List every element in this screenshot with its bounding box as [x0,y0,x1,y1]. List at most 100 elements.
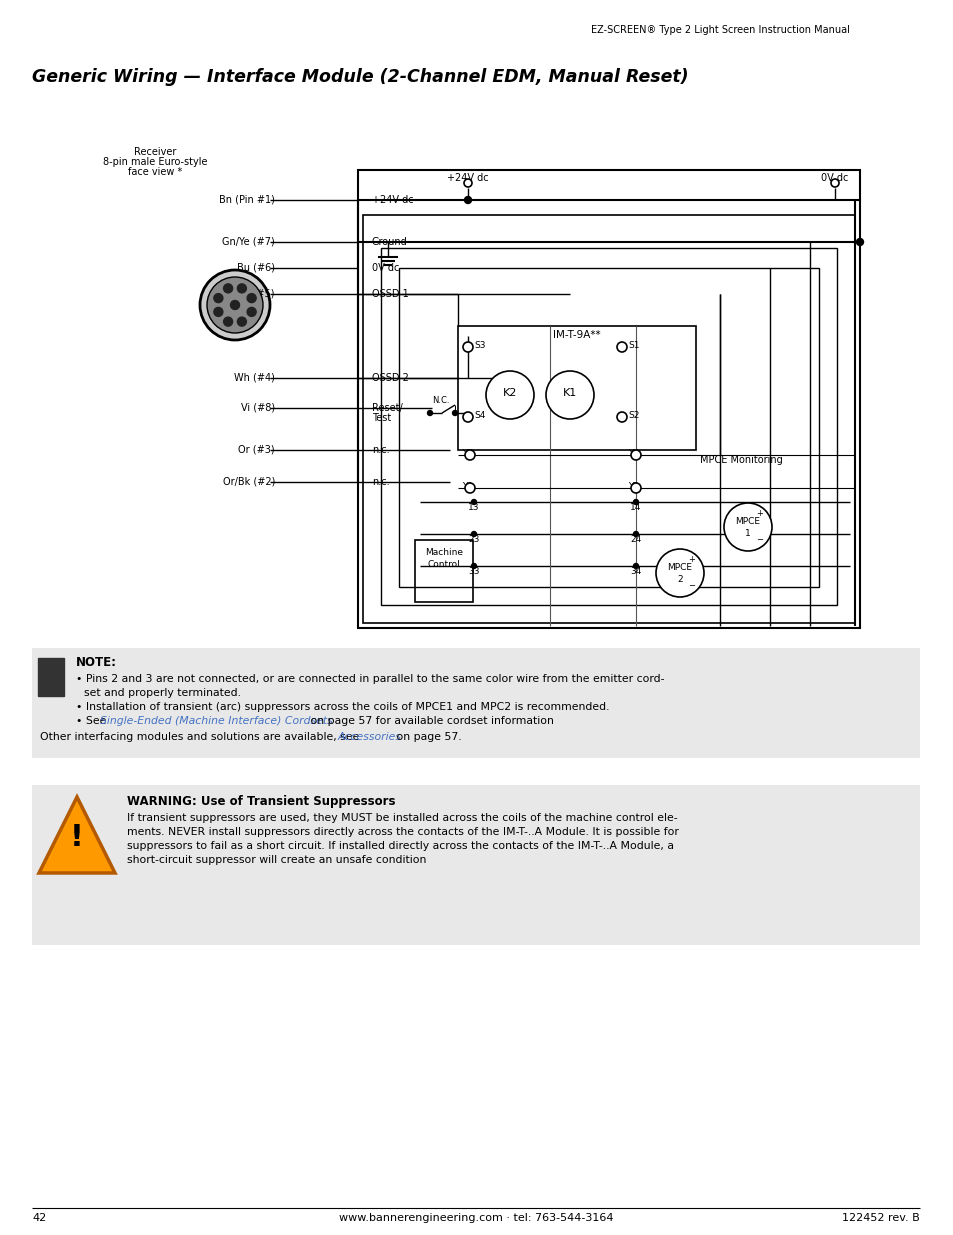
Text: N.C.: N.C. [432,396,449,405]
Circle shape [464,483,475,493]
Text: ments. NEVER install suppressors directly across the contacts of the IM-T-..A Mo: ments. NEVER install suppressors directl… [127,827,679,837]
Bar [363,215,854,622]
Text: Bk (#5): Bk (#5) [237,289,274,299]
Text: 8-pin male Euro-style: 8-pin male Euro-style [103,157,207,167]
Text: Y3: Y3 [461,450,473,458]
Circle shape [656,550,703,597]
Bar [32,785,919,945]
Text: S2: S2 [627,411,639,420]
Text: NOTE:: NOTE: [76,656,117,669]
Text: 42: 42 [32,1213,46,1223]
Circle shape [200,270,270,340]
Text: • Installation of transient (arc) suppressors across the coils of MPCE1 and MPC2: • Installation of transient (arc) suppre… [76,701,609,713]
Text: on page 57 for available cordset information: on page 57 for available cordset informa… [307,716,554,726]
Text: −: − [688,580,695,590]
Text: Y2: Y2 [627,482,639,492]
Text: If transient suppressors are used, they MUST be installed across the coils of th: If transient suppressors are used, they … [127,813,677,823]
Text: Machine: Machine [424,548,462,557]
Circle shape [247,294,255,303]
Circle shape [856,238,862,246]
Text: Reset/: Reset/ [372,403,402,412]
Text: !: ! [70,823,84,852]
Text: S4: S4 [474,411,485,420]
Circle shape [247,308,255,316]
Text: suppressors to fail as a short circuit. If installed directly across the contact: suppressors to fail as a short circuit. … [127,841,673,851]
Text: Ground: Ground [372,237,407,247]
Bar [415,540,473,601]
Text: EZ-SCREEN® Type 2 Light Screen Instruction Manual: EZ-SCREEN® Type 2 Light Screen Instructi… [590,25,848,35]
Text: Receiver: Receiver [133,147,176,157]
Text: 13: 13 [468,503,479,513]
Text: +: + [756,509,762,517]
Text: K1: K1 [562,388,577,398]
Bar [457,326,696,450]
Circle shape [452,410,457,415]
Polygon shape [39,797,115,873]
Text: 34: 34 [630,567,641,576]
Text: 14: 14 [630,503,641,513]
Text: Control: Control [427,559,460,569]
Text: −: − [756,535,762,543]
Circle shape [617,412,626,422]
Text: Bu (#6): Bu (#6) [236,263,274,273]
Circle shape [213,294,223,303]
Text: Accessories: Accessories [337,732,401,742]
Circle shape [427,410,432,415]
Text: WARNING: Use of Transient Suppressors: WARNING: Use of Transient Suppressors [127,795,395,808]
Text: OSSD 2: OSSD 2 [372,373,409,383]
Circle shape [213,308,223,316]
Circle shape [471,563,476,568]
Text: +: + [688,555,695,564]
Circle shape [464,450,475,459]
Circle shape [462,412,473,422]
Text: Y1: Y1 [461,482,473,492]
Circle shape [462,342,473,352]
Text: 23: 23 [468,535,479,543]
Circle shape [471,499,476,505]
Text: Gn/Ye (#7): Gn/Ye (#7) [222,237,274,247]
Bar [398,268,818,587]
Text: n.c.: n.c. [372,445,389,454]
Circle shape [723,503,771,551]
Text: Y4: Y4 [627,450,639,458]
Text: MPCE Monitoring: MPCE Monitoring [700,454,781,466]
Text: K2: K2 [502,388,517,398]
Circle shape [633,563,638,568]
Text: 122452 rev. B: 122452 rev. B [841,1213,919,1223]
Circle shape [237,317,246,326]
Text: Or (#3): Or (#3) [238,445,274,454]
Text: IM-T-9A**: IM-T-9A** [553,330,600,340]
Text: S3: S3 [474,341,485,350]
Text: 24: 24 [630,535,641,543]
Circle shape [231,300,239,310]
Text: +24V dc: +24V dc [447,173,488,183]
Circle shape [471,531,476,536]
Text: 0V dc: 0V dc [821,173,848,183]
Bar [38,658,64,697]
Circle shape [237,284,246,293]
Circle shape [545,370,594,419]
Text: Bn (Pin #1): Bn (Pin #1) [219,195,274,205]
Circle shape [630,450,640,459]
Circle shape [464,196,471,204]
Text: Wh (#4): Wh (#4) [233,373,274,383]
Bar [380,248,836,605]
Text: n.c.: n.c. [372,477,389,487]
Text: on page 57.: on page 57. [393,732,461,742]
Bar [357,170,859,629]
Text: S1: S1 [627,341,639,350]
Circle shape [485,370,534,419]
Text: • See: • See [76,716,110,726]
Text: Vi (#8): Vi (#8) [240,403,274,412]
Text: MPCE: MPCE [735,517,760,526]
Text: MPCE: MPCE [667,563,692,572]
Circle shape [633,531,638,536]
Text: set and properly terminated.: set and properly terminated. [84,688,241,698]
Circle shape [223,284,233,293]
Circle shape [207,277,263,333]
Text: 2: 2 [677,576,682,584]
Circle shape [830,179,838,186]
Text: short-circuit suppressor will create an unsafe condition: short-circuit suppressor will create an … [127,855,426,864]
Text: Single-Ended (Machine Interface) Cordsets: Single-Ended (Machine Interface) Cordset… [100,716,333,726]
Text: Other interfacing modules and solutions are available, see: Other interfacing modules and solutions … [40,732,362,742]
